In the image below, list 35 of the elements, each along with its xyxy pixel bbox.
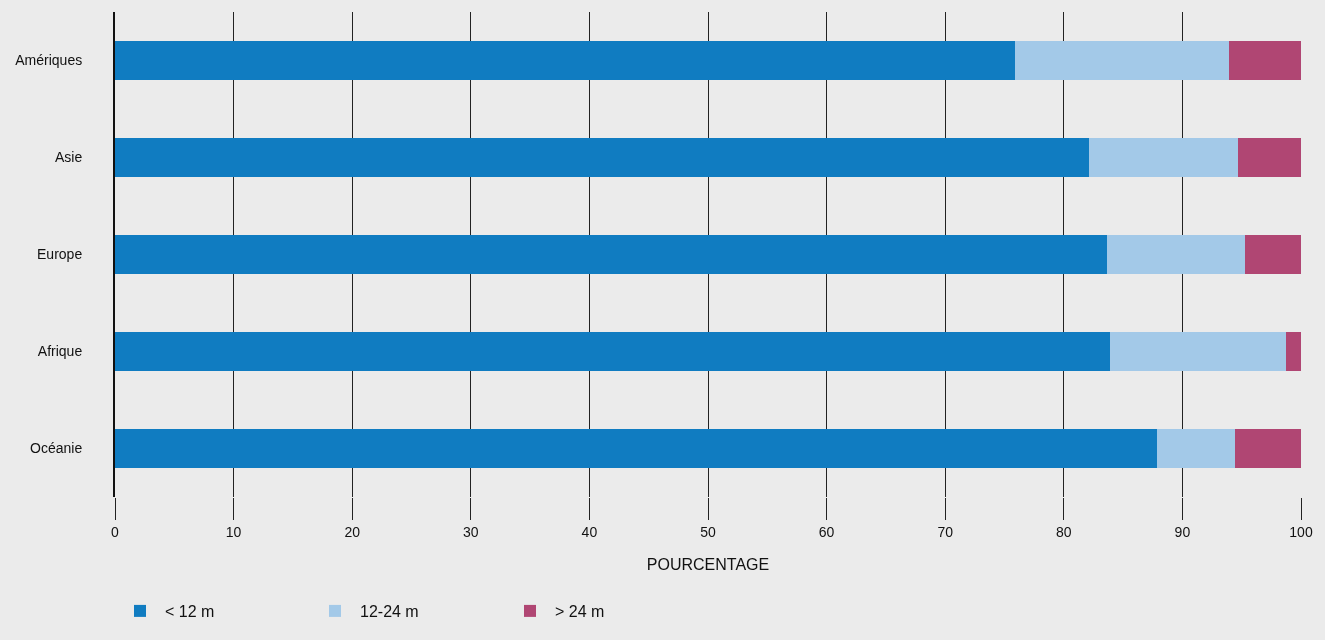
x-tick-label: 40: [581, 523, 598, 540]
x-tick-label: 70: [937, 523, 954, 540]
bar: [1088, 138, 1239, 177]
bar: [1238, 138, 1301, 177]
legend-label: > 24 m: [555, 603, 605, 621]
bar: [115, 332, 1111, 371]
bar: [1285, 332, 1301, 371]
x-tick-label: 30: [463, 523, 479, 540]
x-tick-label: 80: [1056, 523, 1072, 540]
y-tick-label: Afrique: [37, 343, 83, 360]
bar: [1228, 41, 1301, 80]
legend-label: < 12 m: [165, 603, 215, 621]
bar: [1245, 235, 1301, 274]
x-tick-label: 90: [1174, 523, 1191, 540]
bar: [115, 235, 1107, 274]
bar: [1015, 41, 1229, 80]
x-tick-label: 20: [344, 523, 361, 540]
legend-label: 12-24 m: [360, 603, 419, 621]
x-tick-label: 10: [225, 523, 242, 540]
y-tick-label: Amériques: [15, 52, 83, 69]
bar: [115, 429, 1158, 468]
y-tick-label: Asie: [54, 149, 83, 166]
bar: [115, 41, 1016, 80]
x-axis-title: POURCENTAGE: [646, 556, 770, 574]
bar: [1157, 429, 1235, 468]
bar: [1234, 429, 1301, 468]
bar: [115, 138, 1089, 177]
bar: [1110, 332, 1286, 371]
y-tick-label: Europe: [37, 246, 83, 263]
bar: [1106, 235, 1246, 274]
x-tick-label: 0: [111, 523, 120, 540]
y-tick-label: Océanie: [30, 440, 83, 457]
x-tick-label: 60: [818, 523, 835, 540]
x-tick-label: 50: [700, 523, 716, 540]
x-tick-label: 100: [1289, 523, 1313, 540]
